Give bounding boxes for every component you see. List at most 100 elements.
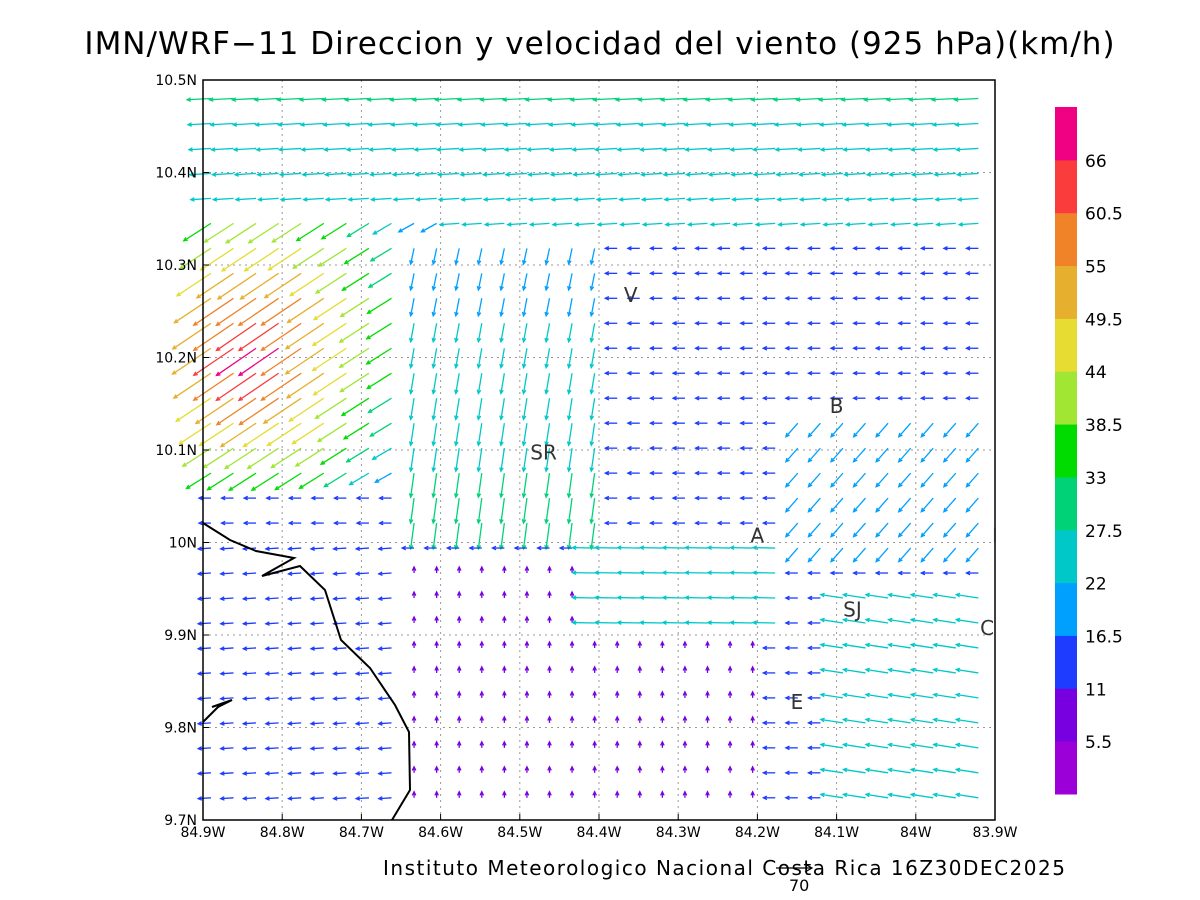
wind-vector [265, 495, 279, 501]
wind-vector [501, 97, 527, 102]
wind-vector [729, 570, 753, 575]
wind-vector [592, 690, 597, 698]
wind-vector [684, 172, 708, 177]
wind-vector [739, 495, 753, 501]
wind-vector [355, 520, 369, 526]
wind-vector [479, 615, 485, 623]
wind-vector [671, 445, 685, 451]
wind-vector [309, 621, 324, 626]
wind-vector [502, 565, 507, 574]
colorbar-segment [1055, 265, 1077, 319]
wind-vector [457, 122, 482, 127]
wind-vector [774, 147, 798, 152]
wind-vector [219, 696, 234, 701]
wind-vector [739, 445, 753, 451]
wind-vector [389, 122, 415, 127]
wind-vector [954, 717, 979, 724]
wind-vector [909, 642, 934, 649]
wind-vector [592, 665, 597, 673]
wind-vector [499, 298, 505, 318]
wind-vector [593, 545, 618, 551]
x-tick-label: 84W [900, 825, 932, 841]
wind-vector [397, 222, 415, 233]
wind-vector [241, 621, 257, 626]
wind-vector [750, 690, 755, 698]
wind-vector [219, 571, 234, 576]
wind-vector [219, 746, 234, 751]
wind-vector [354, 621, 369, 626]
wind-vector [806, 395, 821, 401]
wind-vector [751, 147, 776, 152]
colorbar-label: 55 [1085, 258, 1107, 278]
place-label: SJ [843, 598, 862, 622]
wind-vector [955, 172, 979, 177]
wind-vector [309, 571, 324, 576]
wind-vector [637, 640, 643, 648]
wind-vector [237, 347, 280, 377]
wind-vector [661, 595, 685, 600]
wind-vector [931, 122, 956, 127]
wind-vector [292, 247, 325, 270]
wind-vector [378, 495, 392, 501]
wind-vector [638, 595, 663, 600]
wind-vector [521, 423, 528, 447]
wind-vector [456, 715, 462, 723]
wind-vector [367, 397, 392, 414]
wind-vector [490, 545, 505, 551]
wind-vector [409, 273, 415, 292]
wind-vector [288, 397, 325, 422]
wind-vector [408, 423, 415, 447]
wind-vector [544, 398, 551, 421]
wind-vector [909, 767, 934, 774]
wind-vector [499, 423, 505, 447]
wind-vector [842, 147, 866, 152]
wind-vector [864, 667, 889, 674]
wind-vector [499, 323, 505, 344]
wind-vector [626, 495, 640, 501]
wind-vector [671, 420, 685, 426]
wind-vector [279, 197, 302, 202]
wind-vector-field [171, 97, 979, 801]
wind-vector [547, 122, 573, 127]
wind-vector [942, 395, 956, 401]
wind-vector [569, 615, 575, 623]
wind-vector [648, 270, 663, 276]
wind-vector [671, 270, 685, 276]
wind-vector [276, 122, 302, 127]
wind-vector [211, 197, 234, 202]
wind-vector [919, 570, 934, 576]
wind-vector [506, 222, 527, 227]
wind-vector [708, 197, 731, 202]
wind-vector [920, 422, 934, 438]
wind-vector [593, 620, 618, 625]
wind-vector [909, 742, 934, 749]
place-label: A [751, 524, 765, 548]
wind-vector [354, 796, 369, 801]
wind-vector [411, 665, 417, 673]
wind-vector [842, 172, 866, 177]
wind-vector [431, 522, 438, 551]
wind-vector [412, 122, 437, 127]
wind-vector [662, 172, 685, 177]
wind-vector [547, 790, 552, 798]
wind-vector [739, 470, 753, 476]
wind-vector [309, 721, 324, 726]
wind-vector [309, 546, 324, 551]
wind-vector [875, 447, 889, 463]
wind-vector [242, 520, 257, 526]
wind-vector [203, 222, 234, 243]
wind-vector [648, 246, 663, 251]
wind-vector [694, 470, 708, 476]
wind-vector [434, 565, 439, 574]
wind-vector [761, 370, 776, 376]
wind-vector [822, 222, 843, 227]
wind-vector [479, 640, 485, 648]
wind-vector [897, 295, 911, 301]
wind-vector [589, 398, 596, 421]
wind-vector [390, 147, 415, 152]
wind-vector [965, 447, 979, 463]
wind-vector [935, 222, 956, 227]
wind-vector [377, 771, 392, 776]
wind-vector [932, 617, 956, 624]
wind-vector [638, 620, 663, 625]
